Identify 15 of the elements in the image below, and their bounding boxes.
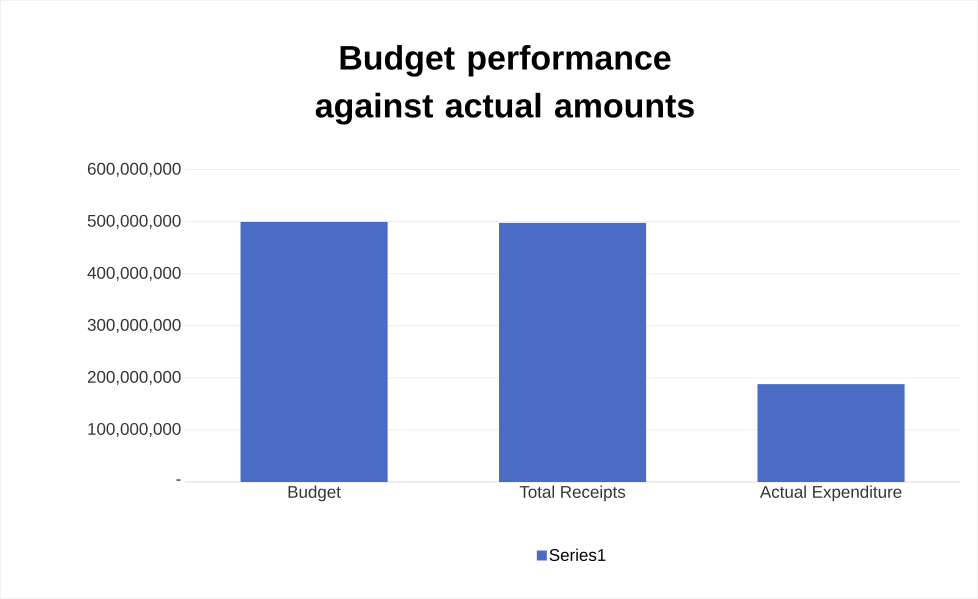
y-tick-label: 300,000,000 [88, 319, 181, 334]
x-tick-label: Actual Expenditure [760, 486, 902, 502]
y-tick-label: 600,000,000 [88, 162, 181, 177]
chart-title: Budget performance against actual amounts [316, 45, 694, 125]
y-tick-label: 200,000,000 [88, 371, 181, 386]
bar [758, 384, 905, 482]
y-tick-label: 500,000,000 [88, 214, 181, 229]
x-tick-label: Budget [288, 486, 341, 502]
y-tick-label: 100,000,000 [88, 423, 181, 438]
y-tick-label: - [176, 480, 181, 481]
legend-label: Series1 [550, 548, 606, 562]
bar [240, 222, 388, 482]
bar [499, 222, 646, 482]
x-tick-label: Total Receipts [520, 486, 626, 502]
y-tick-label: 400,000,000 [87, 266, 181, 281]
